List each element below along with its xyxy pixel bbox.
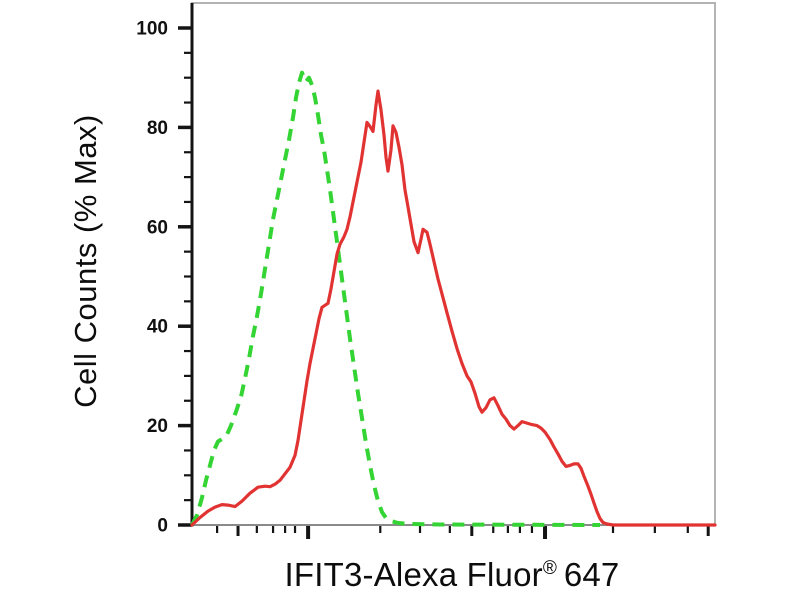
red-solid-curve: [190, 89, 717, 527]
y-tick-label: 40: [147, 317, 168, 338]
green-dashed-curve: [190, 70, 601, 527]
x-axis-title: IFIT3-Alexa Fluor® 647: [285, 556, 620, 594]
y-axis-title-text: Cell Counts (% Max): [68, 114, 103, 408]
y-tick-label: 60: [147, 217, 168, 238]
y-axis-title: Cell Counts (% Max): [66, 0, 106, 571]
y-tick-label: 0: [157, 516, 168, 537]
y-tick-label: 80: [147, 118, 168, 139]
x-axis-title-main: IFIT3-Alexa Fluor: [284, 556, 543, 593]
y-tick-label: 100: [136, 19, 168, 40]
y-tick-label: 20: [147, 416, 168, 437]
registered-trademark-icon: ®: [542, 558, 557, 579]
x-axis-title-number: 647: [563, 556, 620, 593]
